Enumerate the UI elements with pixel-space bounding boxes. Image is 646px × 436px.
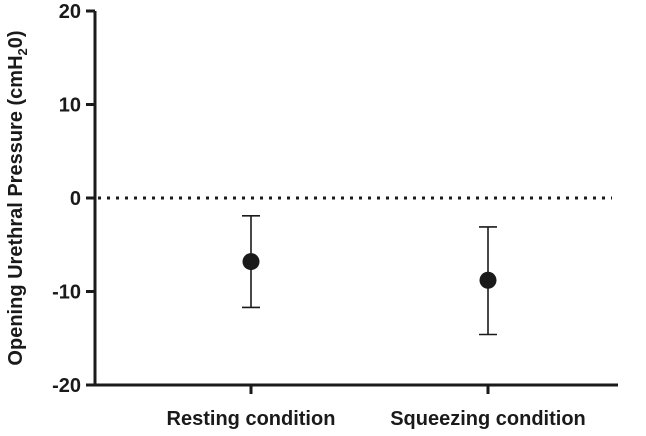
x-axis: Resting condition Squeezing condition bbox=[94, 383, 618, 430]
y-tick-label: 20 bbox=[59, 1, 81, 23]
x-ticks: Resting condition Squeezing condition bbox=[167, 385, 586, 430]
category-label: Squeezing condition bbox=[390, 408, 586, 430]
category-label: Resting condition bbox=[167, 408, 336, 430]
data-point bbox=[479, 271, 497, 289]
data-points bbox=[242, 214, 497, 336]
y-tick-label: -10 bbox=[52, 282, 81, 304]
y-axis: -20 -10 0 10 20 bbox=[52, 1, 97, 397]
y-tick-label: 0 bbox=[70, 188, 81, 210]
y-tick-label: -20 bbox=[52, 375, 81, 397]
y-axis-title: Opening Urethral Pressure (cmH20) bbox=[5, 30, 30, 365]
y-ticks: -20 -10 0 10 20 bbox=[52, 1, 95, 397]
y-tick-label: 10 bbox=[59, 95, 81, 117]
data-point bbox=[242, 253, 260, 271]
